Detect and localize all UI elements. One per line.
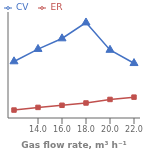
html-text:CV: CV: [16, 2, 29, 12]
svg-text:Gas flow rate, m³ h⁻¹: Gas flow rate, m³ h⁻¹: [21, 140, 126, 150]
svg-text:22.0: 22.0: [125, 125, 142, 134]
svg-text:16.0: 16.0: [53, 125, 71, 134]
svg-text:18.0: 18.0: [77, 125, 95, 134]
html-text:ER: ER: [50, 2, 63, 12]
svg-text:20.0: 20.0: [101, 125, 119, 134]
svg-text:14.0: 14.0: [29, 125, 47, 134]
